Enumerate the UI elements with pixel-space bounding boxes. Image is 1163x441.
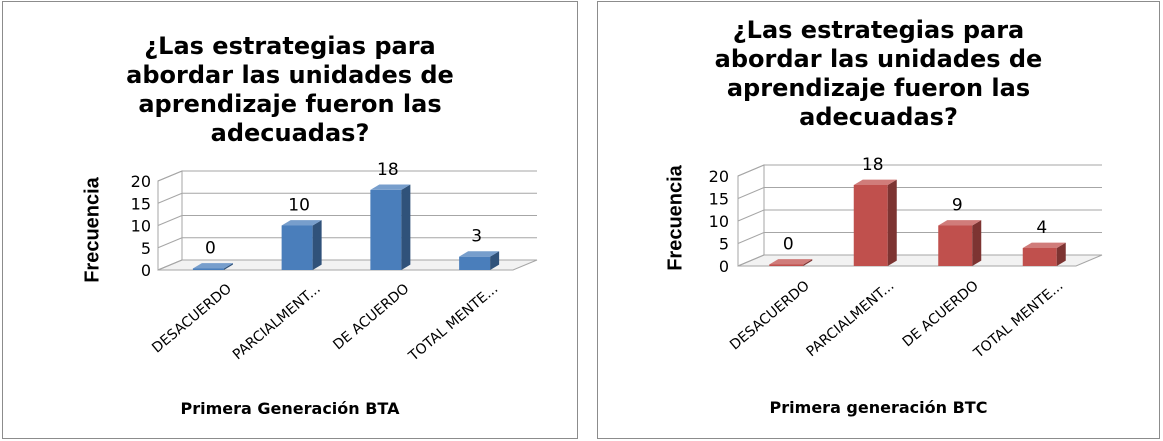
chart-panel-bta: ¿Las estrategias para abordar las unidad… [2, 1, 578, 439]
bar-top [853, 179, 897, 185]
y-tick-label: 5 [719, 235, 729, 254]
bar-top [281, 220, 322, 226]
y-tick-label: 15 [131, 194, 151, 213]
bar-top [370, 184, 411, 190]
y-tick-label: 0 [141, 261, 151, 280]
gridline-depth [157, 259, 183, 271]
bar-top [192, 263, 233, 269]
bar [769, 259, 813, 266]
bar [853, 179, 897, 266]
bar-front [459, 256, 491, 270]
gridline-depth [737, 232, 765, 244]
y-tick-label: 0 [719, 257, 729, 276]
x-category-label: DE ACUERDO [330, 281, 412, 354]
data-label: 18 [377, 160, 399, 180]
data-label: 9 [952, 196, 963, 216]
chart-panel-btc: ¿Las estrategias para abordar las unidad… [597, 1, 1160, 439]
chart-title-line: adecuadas? [210, 119, 370, 147]
x-category-label: PARCIALMENT... [230, 281, 324, 363]
x-category-label: TOTAL MENTE... [970, 278, 1066, 362]
bar-side [887, 179, 897, 266]
bar-side [972, 220, 982, 266]
gridline-depth [737, 187, 765, 199]
data-label: 18 [862, 155, 884, 175]
bar-top [938, 220, 982, 226]
bar [281, 220, 322, 270]
data-label: 4 [1036, 218, 1047, 238]
bar [370, 184, 411, 270]
bar-side [490, 251, 500, 270]
y-tick-label: 20 [131, 172, 151, 191]
bar-side [401, 184, 411, 270]
x-axis-label: Primera generación BTC [769, 398, 988, 417]
bar-front [370, 189, 402, 270]
chart-title-line: abordar las unidades de [714, 45, 1043, 73]
bar-side [1056, 242, 1066, 266]
chart-title: ¿Las estrategias para abordar las unidad… [3, 32, 577, 148]
chart-title-line: adecuadas? [799, 103, 958, 131]
x-axis-label: Primera Generación BTA [180, 399, 400, 418]
y-tick-label: 5 [141, 239, 151, 258]
gridline-depth [157, 192, 183, 204]
bar-side [223, 263, 233, 270]
x-category-label: DESACUERDO [727, 278, 813, 354]
bar-top [769, 259, 813, 265]
gridline-depth [737, 254, 765, 267]
bar-front [769, 264, 804, 266]
chart-title-line: ¿Las estrategias para [144, 32, 436, 60]
bar-front [281, 225, 313, 270]
chart-title-line: aprendizaje fueron las [726, 74, 1031, 102]
bar [459, 251, 500, 270]
bar-front [853, 185, 888, 266]
bar [192, 263, 233, 270]
data-label: 3 [471, 227, 482, 247]
bar-top [459, 251, 500, 257]
bar-front [192, 268, 224, 270]
chart-title: ¿Las estrategias para abordar las unidad… [598, 16, 1159, 132]
x-category-label: PARCIALMENT... [803, 278, 897, 360]
chart-title-line: aprendizaje fueron las [138, 90, 442, 118]
y-tick-label: 20 [709, 167, 729, 186]
bar-side [803, 259, 813, 266]
data-label: 0 [783, 235, 794, 255]
x-category-label: DE ACUERDO [900, 278, 982, 351]
gridline-depth [737, 164, 765, 177]
x-category-label: TOTAL MENTE... [405, 281, 501, 365]
y-tick-label: 15 [709, 190, 729, 209]
chart-title-line: abordar las unidades de [126, 61, 454, 89]
bar-front [1022, 248, 1057, 266]
bar-front [938, 225, 973, 266]
y-tick-label: 10 [131, 217, 151, 236]
data-label: 10 [288, 196, 310, 216]
bar [1022, 242, 1066, 266]
bar-side [312, 220, 322, 270]
chart-title-line: ¿Las estrategias para [732, 16, 1025, 44]
bar [938, 220, 982, 266]
data-label: 0 [205, 239, 216, 259]
y-tick-label: 10 [709, 212, 729, 231]
gridline-depth [157, 215, 183, 226]
gridline-depth [157, 170, 183, 182]
gridline-depth [157, 237, 183, 249]
gridline-depth [737, 209, 765, 222]
x-category-label: DESACUERDO [149, 281, 235, 357]
bar-top [1022, 242, 1066, 248]
